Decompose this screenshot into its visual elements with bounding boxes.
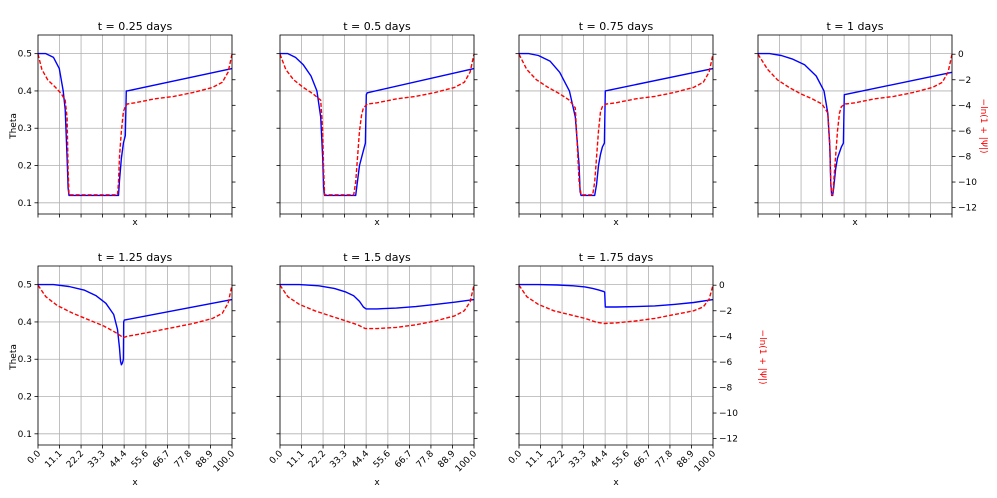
x-tick-label: 22.2 xyxy=(65,449,86,470)
axes-frame xyxy=(518,265,714,446)
x-tick-label: 11.1 xyxy=(524,449,545,470)
x-tick-label: 77.8 xyxy=(654,449,675,470)
y-tick-label-right: −6 xyxy=(958,127,972,137)
psi-line-6 xyxy=(279,284,475,330)
y-tick-label-right: 0 xyxy=(958,50,964,60)
subplot-title: t = 1.75 days xyxy=(579,251,654,264)
x-axis-label: x xyxy=(132,218,138,228)
x-tick-label: 44.4 xyxy=(108,449,129,470)
x-tick-label: 100.0 xyxy=(212,449,237,474)
axes-frame xyxy=(518,34,714,215)
y-tick-label-right: −12 xyxy=(958,204,977,214)
ylabel-left-row1: Theta xyxy=(9,113,19,140)
x-tick-label: 33.3 xyxy=(567,449,588,470)
y-tick-label-left: 0.2 xyxy=(18,162,32,172)
x-tick-label: 100.0 xyxy=(454,449,479,474)
x-tick-label: 22.2 xyxy=(307,449,328,470)
y-tick-label-left: 0.1 xyxy=(18,430,32,440)
psi-line-2 xyxy=(279,53,475,196)
y-tick-label-right: −8 xyxy=(958,152,972,162)
y-tick-label-left: 0.5 xyxy=(18,281,32,291)
psi-line-5 xyxy=(37,284,233,339)
subplot-2: t = 0.5 days x xyxy=(276,20,478,228)
x-tick-label: 66.7 xyxy=(151,449,172,470)
axes-frame xyxy=(37,265,233,446)
psi-line-4 xyxy=(757,53,953,196)
subplot-title: t = 1.5 days xyxy=(343,251,411,264)
y-tick-label-right: −4 xyxy=(958,101,972,111)
theta-line-3 xyxy=(519,52,714,197)
y-tick-label-left: 0.5 xyxy=(18,50,32,60)
subplot-5: 0.0 11.1 22.2 33.3 44.4 55.6 66.7 77.8 88.9100.0… xyxy=(18,251,238,488)
ylabel-right-row1: −ln(1 + |Ψ|) xyxy=(978,99,988,154)
x-tick-label: 44.4 xyxy=(350,449,371,470)
axes-frame xyxy=(279,265,475,446)
subplot-title: t = 0.5 days xyxy=(343,20,411,33)
x-tick-label: 77.8 xyxy=(415,449,436,470)
x-tick-label: 44.4 xyxy=(589,449,610,470)
y-tick-label-right: −8 xyxy=(719,383,733,393)
subplot-7: 0.0 11.1 22.2 33.3 44.4 55.6 66.7 77.8 88.9100.0… xyxy=(507,251,738,488)
psi-line-3 xyxy=(518,53,714,196)
subplot-title: t = 1 days xyxy=(827,20,884,33)
subplot-3: t = 0.75 days x xyxy=(515,20,717,228)
y-tick-label-right: −2 xyxy=(719,307,732,317)
x-tick-label: 33.3 xyxy=(328,449,349,470)
x-axis-label: x xyxy=(852,218,858,228)
y-tick-label-right: −12 xyxy=(719,435,738,445)
subplot-4: 0 −2 −4 −6 −8 −10 −12 t = 1 days x xyxy=(754,20,977,228)
x-tick-label: 0.0 xyxy=(507,449,524,466)
y-tick-label-right: 0 xyxy=(719,281,725,291)
y-tick-label-right: −4 xyxy=(719,332,733,342)
y-tick-label-left: 0.1 xyxy=(18,199,32,209)
x-tick-label: 0.0 xyxy=(268,449,285,466)
ylabel-left-row2: Theta xyxy=(9,344,19,371)
subplot-1: 0.1 0.2 0.3 0.4 0.5 t = 0.25 days x xyxy=(18,20,236,228)
y-tick-label-left: 0.3 xyxy=(18,355,32,365)
y-tick-label-left: 0.4 xyxy=(18,87,33,97)
ylabel-right-row2: −ln(1 + |Ψ|) xyxy=(757,330,767,385)
x-axis-label: x xyxy=(613,478,619,488)
x-tick-label: 77.8 xyxy=(173,449,194,470)
subplot-title: t = 0.75 days xyxy=(579,20,654,33)
y-tick-label-right: −2 xyxy=(958,76,971,86)
x-axis-label: x xyxy=(374,478,380,488)
x-tick-label: 22.2 xyxy=(546,449,567,470)
x-tick-label: 55.6 xyxy=(611,449,632,470)
psi-line-7 xyxy=(518,284,714,325)
x-tick-label: 11.1 xyxy=(43,449,64,470)
x-tick-label: 0.0 xyxy=(26,449,43,466)
x-axis-label: x xyxy=(613,218,619,228)
y-tick-label-right: −10 xyxy=(958,178,977,188)
subplot-title: t = 0.25 days xyxy=(98,20,173,33)
x-tick-label: 55.6 xyxy=(130,449,151,470)
theta-line-6 xyxy=(280,283,475,310)
psi-line-1 xyxy=(37,54,233,196)
y-tick-label-left: 0.2 xyxy=(18,393,32,403)
x-tick-label: 66.7 xyxy=(632,449,653,470)
theta-line-7 xyxy=(519,283,714,308)
y-tick-label-right: −6 xyxy=(719,358,733,368)
x-tick-label: 100.0 xyxy=(693,449,718,474)
x-tick-label: 11.1 xyxy=(285,449,306,470)
axes-frame xyxy=(37,34,233,215)
theta-line-4 xyxy=(758,52,953,197)
axes-frame xyxy=(279,34,475,215)
x-tick-label: 55.6 xyxy=(372,449,393,470)
axes-frame xyxy=(757,34,953,215)
subplot-title: t = 1.25 days xyxy=(98,251,173,264)
x-tick-label: 33.3 xyxy=(86,449,107,470)
y-tick-label-left: 0.3 xyxy=(18,124,32,134)
x-tick-label: 66.7 xyxy=(393,449,414,470)
subplot-6: 0.0 11.1 22.2 33.3 44.4 55.6 66.7 77.8 88.9100.0… xyxy=(268,251,479,488)
theta-line-2 xyxy=(280,52,475,197)
x-axis-label: x xyxy=(132,478,138,488)
y-tick-label-right: −10 xyxy=(719,409,738,419)
theta-line-5 xyxy=(38,283,233,366)
x-axis-label: x xyxy=(374,218,380,228)
y-tick-label-left: 0.4 xyxy=(18,318,33,328)
